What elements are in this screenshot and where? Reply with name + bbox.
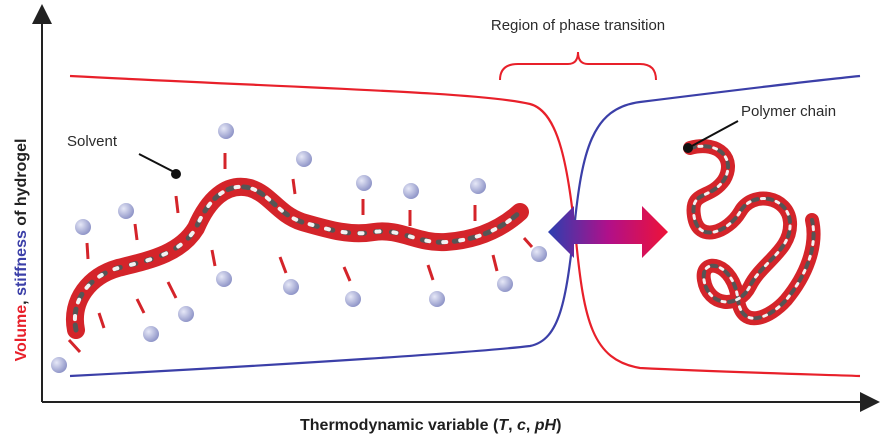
polymer-pointer-dot [683,143,693,153]
coiled-polymer-chain [683,139,821,326]
x-axis-label: Thermodynamic variable (T, c, pH) [300,417,561,434]
solvent-label: Solvent [67,133,118,150]
solvent-arrows [67,153,534,354]
y-axis-stiffness: stiffness [13,230,30,296]
y-axis-label: Volume, stiffness of hydrogel [13,139,30,362]
y-axis-sep: , [13,296,30,305]
transition-arrow [548,206,668,258]
solvent-molecules [51,123,547,373]
x-var-ph: pH [534,417,557,434]
solvent-pointer [138,153,177,174]
y-axis-volume: Volume [13,305,30,362]
polymer-label: Polymer chain [741,103,836,120]
region-label: Region of phase transition [491,17,665,34]
x-var-c: c [517,417,526,434]
extended-polymer-chain [65,177,529,339]
polymer-pointer [689,120,739,148]
x-var-t: T [498,417,509,434]
y-axis-rest: of hydrogel [13,139,30,231]
x-axis-title: Thermodynamic variable [300,417,489,434]
solvent-pointer-dot [171,169,181,179]
transition-bracket [499,51,657,81]
